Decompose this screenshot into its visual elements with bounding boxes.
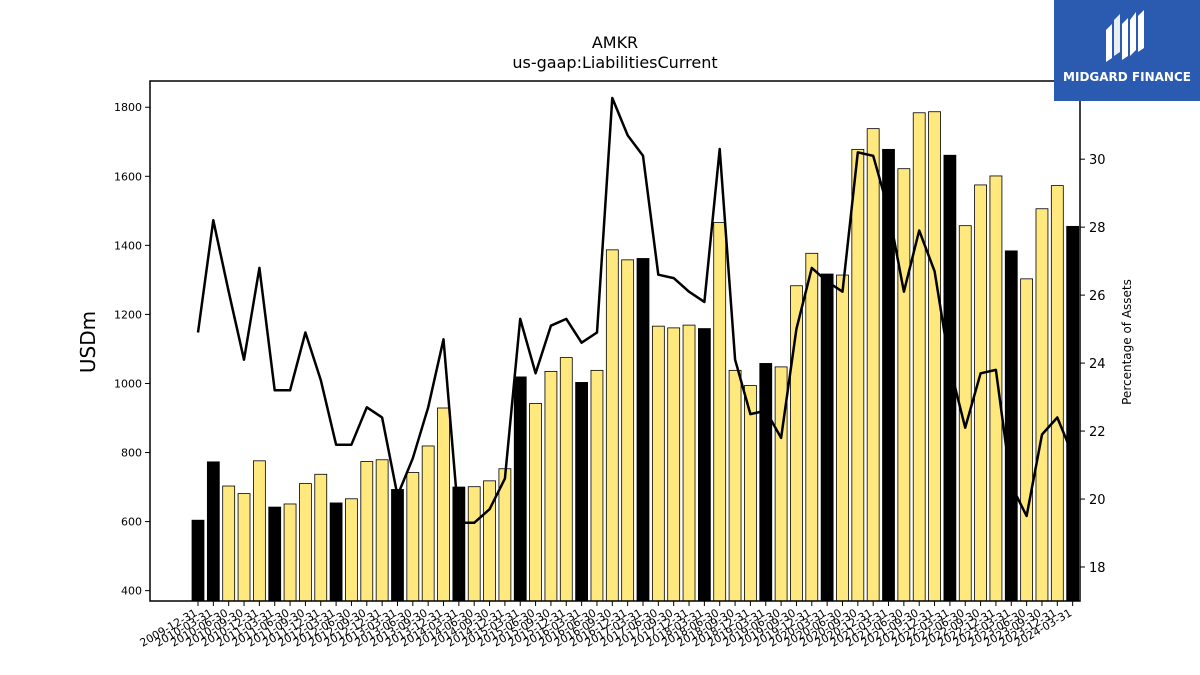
bar bbox=[866, 128, 880, 602]
bar bbox=[759, 363, 773, 602]
bar bbox=[1066, 225, 1080, 602]
brand-name: MIDGARD FINANCE bbox=[1063, 70, 1191, 84]
bar bbox=[299, 483, 312, 602]
percentage-line bbox=[196, 96, 1074, 525]
y2-tick-label: 18 bbox=[1089, 561, 1106, 576]
y2-tick-label: 24 bbox=[1089, 357, 1106, 372]
chart-subtitle: us-gaap:LiabilitiesCurrent bbox=[512, 53, 717, 72]
midgard-logo-icon bbox=[1106, 10, 1144, 62]
bar bbox=[713, 222, 727, 602]
bar bbox=[605, 249, 619, 602]
bar bbox=[1020, 278, 1034, 602]
bar bbox=[559, 357, 573, 602]
bar bbox=[575, 382, 589, 602]
y-tick-label: 1200 bbox=[114, 308, 142, 321]
y-axis-title: USDm bbox=[76, 311, 100, 373]
bar bbox=[1035, 208, 1049, 602]
bar bbox=[651, 325, 665, 602]
bar bbox=[314, 473, 328, 602]
bar bbox=[268, 506, 282, 602]
chart-title: AMKR bbox=[592, 33, 638, 52]
bar bbox=[345, 498, 358, 602]
y2-tick-label: 22 bbox=[1089, 425, 1106, 440]
y-tick-label: 400 bbox=[121, 585, 142, 598]
bar bbox=[974, 184, 987, 602]
bar bbox=[529, 403, 542, 602]
bar bbox=[421, 445, 435, 602]
bar bbox=[682, 324, 696, 602]
bar bbox=[222, 485, 236, 602]
bar bbox=[728, 369, 742, 602]
bar bbox=[544, 370, 558, 602]
bar bbox=[1004, 250, 1018, 602]
bar bbox=[590, 369, 604, 602]
bar bbox=[283, 503, 297, 602]
bar bbox=[912, 112, 926, 602]
axes-layer: 400 600 800 1000 1200 1400 1600 1800 18 20 22 24 26 2… bbox=[114, 80, 1106, 650]
y-tick-label: 1400 bbox=[114, 239, 142, 252]
bar bbox=[191, 519, 205, 602]
bar bbox=[928, 111, 941, 602]
bar bbox=[897, 168, 911, 602]
bar bbox=[836, 274, 849, 602]
bar bbox=[452, 486, 466, 602]
y-tick-label: 600 bbox=[121, 516, 142, 529]
bar bbox=[989, 175, 1003, 602]
bars-layer bbox=[191, 111, 1080, 602]
bar bbox=[744, 385, 757, 602]
bar bbox=[375, 459, 389, 602]
y2-tick-label: 28 bbox=[1089, 221, 1106, 236]
bar bbox=[237, 493, 251, 602]
bar bbox=[467, 486, 481, 602]
bar bbox=[252, 460, 266, 602]
bar bbox=[360, 461, 374, 602]
bar bbox=[437, 407, 450, 602]
bar bbox=[206, 461, 220, 602]
bar bbox=[882, 148, 895, 602]
bar bbox=[636, 258, 650, 602]
y-tick-label: 1000 bbox=[114, 377, 142, 390]
brand-logo: MIDGARD FINANCE bbox=[1054, 0, 1200, 101]
bar bbox=[621, 259, 635, 602]
bar bbox=[391, 489, 404, 602]
y2-tick-label: 26 bbox=[1089, 289, 1106, 304]
line-layer bbox=[196, 96, 1074, 525]
bar bbox=[667, 327, 681, 602]
plot-frame bbox=[149, 80, 1081, 602]
y-tick-label: 1600 bbox=[114, 170, 142, 183]
y2-tick-label: 20 bbox=[1089, 493, 1106, 508]
y-tick-label: 1800 bbox=[114, 101, 142, 114]
y-tick-label: 800 bbox=[121, 447, 142, 460]
bar bbox=[851, 148, 865, 602]
bar bbox=[697, 328, 711, 602]
bar bbox=[513, 376, 527, 602]
bar bbox=[820, 273, 834, 602]
bar bbox=[406, 472, 420, 602]
y2-axis-title: Percentage of Assets bbox=[1120, 279, 1134, 405]
bar bbox=[329, 502, 343, 602]
bar bbox=[805, 252, 819, 602]
bar bbox=[1050, 185, 1064, 602]
y2-tick-label: 30 bbox=[1089, 153, 1106, 168]
